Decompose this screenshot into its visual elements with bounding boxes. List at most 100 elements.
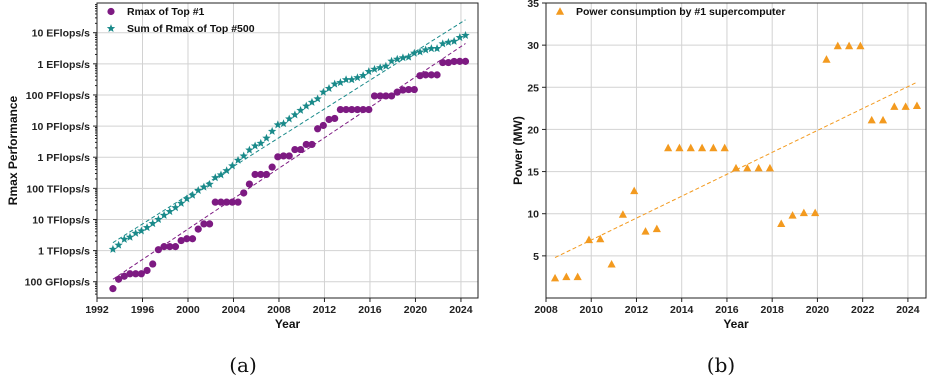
star-marker-s1 bbox=[393, 54, 402, 63]
circle-marker-s0 bbox=[188, 235, 197, 243]
star-marker-s1 bbox=[387, 56, 396, 65]
circle-marker-s0 bbox=[331, 114, 339, 123]
star-marker-s1 bbox=[381, 61, 391, 70]
circle-marker-s0 bbox=[393, 88, 401, 96]
circle-marker-s0 bbox=[126, 270, 134, 278]
star-marker-s1 bbox=[250, 141, 260, 150]
star-marker-s1 bbox=[222, 166, 231, 175]
circle-marker-s0 bbox=[137, 270, 145, 278]
star-marker-s1 bbox=[324, 84, 334, 92]
circle-marker-s0 bbox=[143, 266, 151, 275]
y-tick-label: 10 PFlops/s bbox=[32, 121, 91, 133]
circle-marker-s0 bbox=[422, 71, 430, 79]
star-marker-s1 bbox=[205, 179, 214, 188]
y-tick-label: 35 bbox=[527, 0, 539, 10]
y-tick-label: 1 TFlops/s bbox=[38, 246, 90, 258]
circle-marker-s0 bbox=[228, 198, 236, 206]
circle-marker-s0 bbox=[194, 225, 202, 233]
circle-marker-s0 bbox=[302, 140, 310, 149]
star-marker-s1 bbox=[313, 94, 322, 103]
y-tick-label: 15 bbox=[527, 167, 539, 179]
star-marker-s1 bbox=[211, 173, 220, 182]
circle-marker-s0 bbox=[325, 115, 333, 124]
circle-marker-s0 bbox=[387, 92, 396, 100]
circle-marker-s0 bbox=[410, 85, 418, 94]
x-tick-label: 2008 bbox=[534, 304, 558, 316]
y-tick-label: 10 EFlops/s bbox=[32, 28, 91, 40]
star-marker-s1 bbox=[432, 44, 442, 53]
triangle-marker-s0 bbox=[607, 259, 616, 268]
triangle-marker-s0 bbox=[754, 163, 763, 172]
circle-marker-s0 bbox=[370, 92, 379, 100]
triangle-marker-s0 bbox=[833, 41, 842, 50]
y-tick-label: 10 bbox=[527, 209, 539, 221]
circle-marker-s0 bbox=[376, 92, 384, 100]
circle-marker-s0 bbox=[177, 236, 185, 245]
circle-marker-s0 bbox=[285, 152, 293, 160]
star-marker-s1 bbox=[307, 97, 317, 106]
star-marker-s1 bbox=[341, 75, 351, 84]
star-marker-s1 bbox=[188, 190, 197, 199]
circle-marker-s0 bbox=[262, 170, 271, 179]
circle-marker-s0 bbox=[166, 243, 174, 251]
circle-marker-s0 bbox=[405, 85, 413, 94]
legend-marker bbox=[107, 7, 115, 16]
star-marker-s1 bbox=[438, 39, 447, 48]
circle-marker-s0 bbox=[399, 86, 407, 94]
trend-line-1 bbox=[554, 81, 918, 258]
trend-line-2 bbox=[112, 43, 466, 280]
plot-area bbox=[550, 41, 922, 282]
circle-marker-s0 bbox=[251, 170, 259, 179]
circle-marker-s0 bbox=[359, 105, 367, 114]
legend: Power consumption by #1 supercomputer bbox=[555, 6, 785, 18]
star-marker-s1 bbox=[216, 170, 226, 179]
circle-marker-s0 bbox=[444, 58, 453, 67]
circle-marker-s0 bbox=[433, 71, 441, 79]
y-tick-label: 25 bbox=[527, 82, 539, 94]
x-tick-label: 2012 bbox=[313, 304, 337, 316]
x-tick-label: 2024 bbox=[896, 304, 920, 316]
x-tick-label: 1992 bbox=[85, 304, 109, 316]
x-tick-label: 2020 bbox=[404, 304, 428, 316]
y-tick-label: 30 bbox=[527, 40, 539, 52]
y-axis-label: Rmax Performance bbox=[6, 95, 20, 205]
x-tick-label: 2012 bbox=[625, 304, 649, 316]
x-tick-label: 2004 bbox=[222, 304, 246, 316]
star-marker-s1 bbox=[455, 33, 464, 42]
y-tick-label: 1 PFlops/s bbox=[37, 152, 90, 164]
plot-frame bbox=[545, 2, 927, 299]
triangle-marker-s0 bbox=[584, 235, 594, 244]
triangle-marker-s0 bbox=[550, 273, 560, 282]
star-marker-s1 bbox=[165, 207, 174, 216]
star-marker-s1 bbox=[245, 145, 254, 154]
triangle-marker-s0 bbox=[630, 186, 639, 195]
star-marker-s1 bbox=[176, 198, 186, 207]
star-marker-s1 bbox=[171, 203, 180, 212]
circle-marker-s0 bbox=[223, 198, 231, 206]
legend-marker bbox=[555, 7, 565, 15]
circle-marker-s0 bbox=[245, 180, 253, 188]
triangle-marker-s0 bbox=[777, 219, 786, 228]
star-marker-s1 bbox=[125, 232, 135, 241]
x-axis-label: Year bbox=[723, 317, 749, 331]
x-axis-label: Year bbox=[275, 317, 301, 331]
circle-marker-s0 bbox=[205, 220, 214, 228]
circle-marker-s0 bbox=[291, 145, 299, 154]
star-marker-s1 bbox=[370, 64, 379, 73]
star-marker-s1 bbox=[347, 75, 356, 84]
circle-marker-s0 bbox=[416, 72, 424, 80]
triangle-marker-s0 bbox=[720, 143, 729, 152]
panel-b-chart: 2008 2010 2012 2014 2016 2018 2020 2022 2024 5 10 1… bbox=[511, 0, 927, 331]
star-marker-s1 bbox=[131, 228, 140, 237]
plot-area bbox=[108, 19, 470, 293]
triangle-marker-s0 bbox=[664, 143, 673, 152]
circle-marker-s0 bbox=[427, 71, 435, 79]
star-marker-s1 bbox=[239, 151, 248, 160]
star-marker-s1 bbox=[137, 226, 146, 235]
star-marker-s1 bbox=[199, 182, 209, 191]
triangle-marker-s0 bbox=[618, 210, 627, 218]
circle-marker-s0 bbox=[234, 198, 242, 206]
triangle-marker-s0 bbox=[562, 272, 571, 281]
star-marker-s1 bbox=[148, 219, 157, 228]
x-tick-label: 2018 bbox=[761, 304, 785, 316]
